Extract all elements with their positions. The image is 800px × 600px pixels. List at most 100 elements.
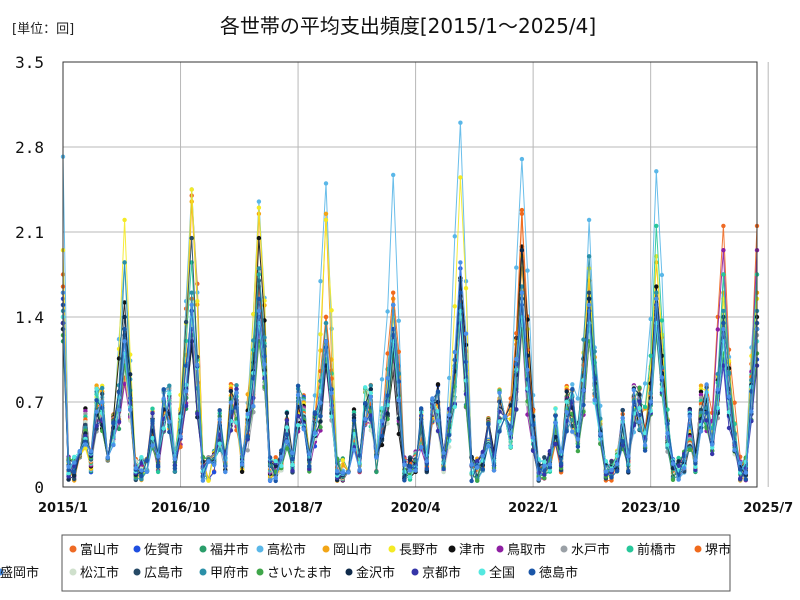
data-point xyxy=(514,356,519,362)
data-point xyxy=(452,234,457,239)
data-point xyxy=(542,472,547,477)
data-point xyxy=(721,363,726,368)
data-point xyxy=(435,382,441,387)
data-point xyxy=(239,469,245,474)
data-point xyxy=(295,413,301,419)
data-point xyxy=(105,455,111,460)
data-point xyxy=(452,304,457,309)
data-point xyxy=(284,446,290,451)
data-point xyxy=(564,410,569,415)
legend-item: 京都市 xyxy=(411,565,461,581)
data-point xyxy=(385,309,390,314)
data-point xyxy=(458,290,463,295)
data-point xyxy=(441,450,446,455)
data-point xyxy=(72,460,77,465)
data-point xyxy=(514,407,519,412)
legend-item: 岡山市 xyxy=(322,542,372,558)
data-point xyxy=(547,462,553,467)
data-point xyxy=(441,466,446,472)
data-point xyxy=(542,468,547,474)
legend-label: 徳島市 xyxy=(539,565,578,581)
data-point xyxy=(66,471,71,476)
data-point xyxy=(72,476,77,482)
data-point xyxy=(659,318,665,323)
data-point xyxy=(407,463,413,469)
data-point xyxy=(323,211,329,216)
data-point xyxy=(676,463,681,468)
data-point xyxy=(642,448,648,453)
data-point xyxy=(128,372,133,377)
data-point xyxy=(323,181,329,186)
data-point xyxy=(620,415,625,421)
data-point xyxy=(721,320,726,326)
data-point xyxy=(407,457,413,462)
data-point xyxy=(150,411,155,416)
data-point xyxy=(94,383,99,388)
data-point xyxy=(335,468,340,474)
data-point xyxy=(407,475,413,480)
legend-marker xyxy=(69,545,77,553)
x-tick-label: 2015/1 xyxy=(38,501,88,516)
data-point xyxy=(139,468,144,473)
data-point xyxy=(323,320,329,326)
data-point xyxy=(452,349,457,355)
data-point xyxy=(732,400,737,405)
data-point xyxy=(267,478,273,483)
data-point xyxy=(665,407,670,412)
legend-label: 岡山市 xyxy=(333,542,372,558)
data-point xyxy=(273,463,278,469)
data-point xyxy=(391,290,396,295)
legend-label: 松江市 xyxy=(80,565,119,581)
data-point xyxy=(396,398,401,403)
legend-marker xyxy=(256,545,264,553)
data-point xyxy=(340,458,345,463)
data-point xyxy=(167,419,172,424)
data-point xyxy=(391,172,396,178)
y-tick-label: 0 xyxy=(34,478,44,497)
data-point xyxy=(318,400,323,405)
data-point xyxy=(726,394,732,399)
data-point xyxy=(609,459,614,464)
data-point xyxy=(726,370,732,375)
legend-label: 堺市 xyxy=(705,542,731,558)
data-point xyxy=(111,442,116,448)
data-point xyxy=(637,399,642,404)
data-point xyxy=(72,469,77,475)
data-point xyxy=(139,477,144,482)
series-盛岡市 xyxy=(60,260,760,483)
legend-item: 津市 xyxy=(448,542,485,558)
data-point xyxy=(542,455,547,460)
data-point xyxy=(189,187,194,192)
data-point xyxy=(150,406,155,411)
legend-item: 福井市 xyxy=(199,542,249,558)
data-point xyxy=(284,418,290,423)
data-point xyxy=(693,467,698,473)
data-point xyxy=(553,420,558,426)
data-point xyxy=(738,476,743,481)
legend-item: 甲府市 xyxy=(199,565,249,581)
data-point xyxy=(441,469,446,475)
legend-item: 金沢市 xyxy=(345,565,395,581)
data-point xyxy=(346,470,351,475)
data-point xyxy=(290,456,295,462)
legend-marker xyxy=(528,568,536,576)
x-tick-label: 2023/10 xyxy=(621,501,680,516)
data-point xyxy=(435,389,441,394)
legend-item: 盛岡市 xyxy=(0,565,39,581)
data-point xyxy=(379,433,385,439)
data-point xyxy=(642,381,648,386)
data-point xyxy=(525,367,530,372)
data-point xyxy=(469,462,474,467)
data-point xyxy=(659,272,665,278)
legend-item: 徳島市 xyxy=(528,565,578,581)
data-point xyxy=(452,357,457,363)
data-point xyxy=(195,299,200,304)
data-point xyxy=(234,383,239,388)
data-point xyxy=(519,156,525,162)
data-point xyxy=(284,439,290,444)
data-point xyxy=(72,454,77,460)
data-point xyxy=(721,326,726,332)
data-point xyxy=(553,406,558,411)
data-point xyxy=(743,470,748,475)
data-point xyxy=(122,314,127,320)
